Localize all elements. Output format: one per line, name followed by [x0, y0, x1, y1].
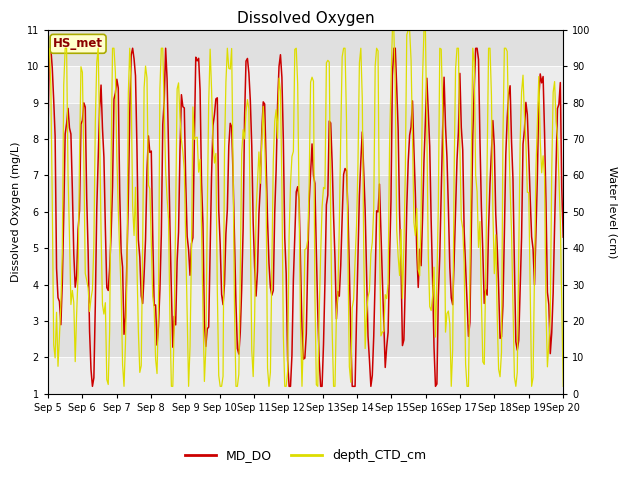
Bar — [48, 139, 563, 176]
Y-axis label: Dissolved Oxygen (mg/L): Dissolved Oxygen (mg/L) — [11, 142, 21, 282]
Text: HS_met: HS_met — [53, 37, 103, 50]
Bar — [48, 66, 563, 103]
Bar — [48, 248, 563, 285]
Bar — [48, 285, 563, 321]
Legend: MD_DO, depth_CTD_cm: MD_DO, depth_CTD_cm — [180, 444, 431, 468]
Bar — [48, 103, 563, 139]
Title: Dissolved Oxygen: Dissolved Oxygen — [237, 11, 374, 26]
Y-axis label: Water level (cm): Water level (cm) — [607, 166, 617, 258]
Bar — [48, 176, 563, 212]
Bar — [48, 212, 563, 248]
Bar — [48, 321, 563, 357]
Bar — [48, 30, 563, 66]
Bar — [48, 357, 563, 394]
